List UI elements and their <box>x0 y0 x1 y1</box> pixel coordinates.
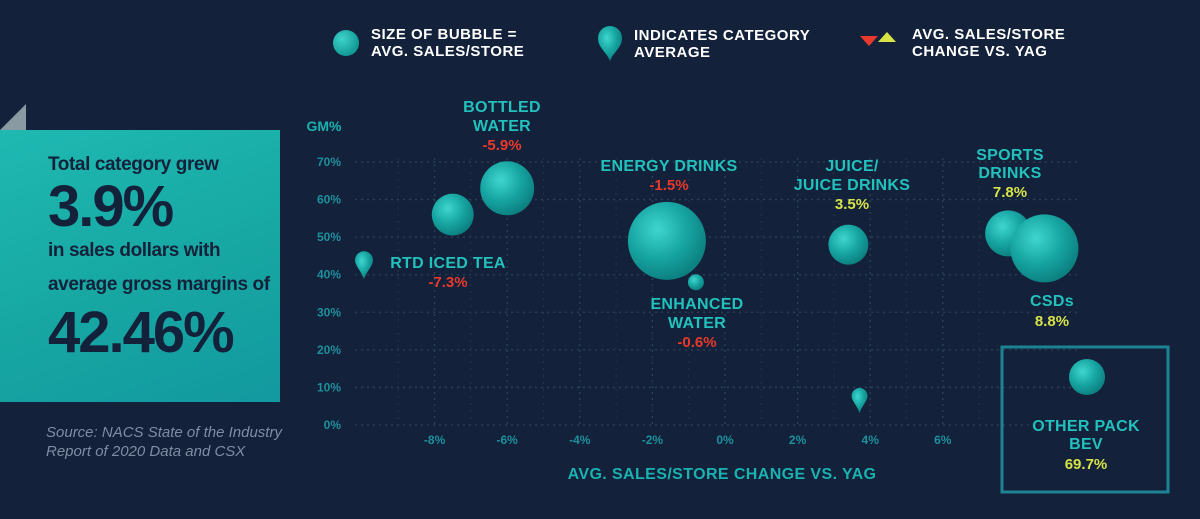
x-tick-label: -6% <box>497 433 519 447</box>
bubble-label: JUICE/ <box>825 158 879 175</box>
y-tick-label: 30% <box>317 305 341 319</box>
summary-margin: 42.46% <box>48 300 235 365</box>
y-tick-label: 20% <box>317 343 341 357</box>
x-tick-label: 0% <box>716 433 734 447</box>
change-label: 8.8% <box>1035 313 1069 330</box>
bubble-label: ENHANCED <box>650 296 743 313</box>
bubble-label: WATER <box>473 118 531 135</box>
legend-bubble-size-line1: SIZE OF BUBBLE = <box>371 26 517 43</box>
legend-category-average: INDICATES CATEGORY AVERAGE <box>596 24 810 62</box>
change-label: -5.9% <box>482 137 521 154</box>
bubble-label: ENERGY DRINKS <box>601 158 738 175</box>
juice-juice-drinks-bubble <box>828 224 869 265</box>
legend-change-line2: CHANGE VS. YAG <box>912 43 1048 60</box>
change-label: -1.5% <box>649 177 688 194</box>
bubble-label: CSDs <box>1030 293 1074 310</box>
summary-growth: 3.9% <box>48 174 174 239</box>
legend-change-line1: AVG. SALES/STORE <box>912 26 1066 43</box>
y-tick-label: 60% <box>317 193 341 207</box>
x-tick-label: -8% <box>424 433 446 447</box>
change-triangles-icon <box>860 32 896 46</box>
legend-category-average-line2: AVERAGE <box>634 44 711 61</box>
category-average-pin <box>851 388 868 413</box>
x-tick-label: 4% <box>862 433 880 447</box>
source-note: Source: NACS State of the Industry Repor… <box>46 424 282 460</box>
bubble-label: JUICE DRINKS <box>794 177 911 194</box>
legend-category-average-line1: INDICATES CATEGORY <box>634 27 811 44</box>
bubble-label: BEV <box>1069 436 1103 453</box>
x-tick-label: 6% <box>934 433 952 447</box>
legend-change: AVG. SALES/STORE CHANGE VS. YAG <box>858 26 1065 60</box>
y-tick-label: 10% <box>317 380 341 394</box>
map-pin-icon <box>598 26 622 61</box>
bubble-size-icon <box>333 30 359 56</box>
change-label: 3.5% <box>835 196 869 213</box>
x-tick-label: -2% <box>642 433 664 447</box>
summary-panel: Total category grew 3.9% in sales dollar… <box>0 130 280 402</box>
bubble-label: BOTTLED <box>463 99 541 116</box>
legend-bubble-size: SIZE OF BUBBLE = AVG. SALES/STORE <box>333 26 524 60</box>
outlier-box <box>1000 345 1170 494</box>
y-tick-label: 40% <box>317 268 341 282</box>
change-label: -0.6% <box>677 334 716 351</box>
y-tick-label: 0% <box>324 418 342 432</box>
x-axis-title: AVG. SALES/STORE CHANGE VS. YAG <box>568 466 877 483</box>
bubble-label: RTD ICED TEA <box>390 255 506 272</box>
summary-line1: Total category grew <box>48 154 219 175</box>
other-pack-bev-bubble <box>1069 359 1105 395</box>
x-tick-label: -4% <box>569 433 591 447</box>
y-tick-label: 50% <box>317 230 341 244</box>
change-label: -7.3% <box>428 274 467 291</box>
marker-pin <box>355 251 373 280</box>
legend-bubble-size-line2: AVG. SALES/STORE <box>371 43 525 60</box>
enhanced-water-bubble <box>687 274 704 291</box>
bubble-label: WATER <box>668 315 726 332</box>
x-tick-label: 2% <box>789 433 807 447</box>
y-axis-title: GM% <box>307 118 343 134</box>
summary-line3: average gross margins of <box>48 274 270 295</box>
y-tick-label: 70% <box>317 155 341 169</box>
bottled-water-bubble <box>480 161 535 216</box>
csds-bubble <box>1010 214 1079 283</box>
energy-drinks-bubble <box>627 201 706 280</box>
change-label: 69.7% <box>1065 456 1108 473</box>
bubble-label: DRINKS <box>978 165 1041 182</box>
bubble-label: OTHER PACK <box>1032 418 1140 435</box>
change-label: 7.8% <box>993 184 1027 201</box>
bubble-label: SPORTS <box>976 147 1044 164</box>
rtd-iced-tea-bubble <box>431 193 474 236</box>
summary-line2: in sales dollars with <box>48 240 221 261</box>
